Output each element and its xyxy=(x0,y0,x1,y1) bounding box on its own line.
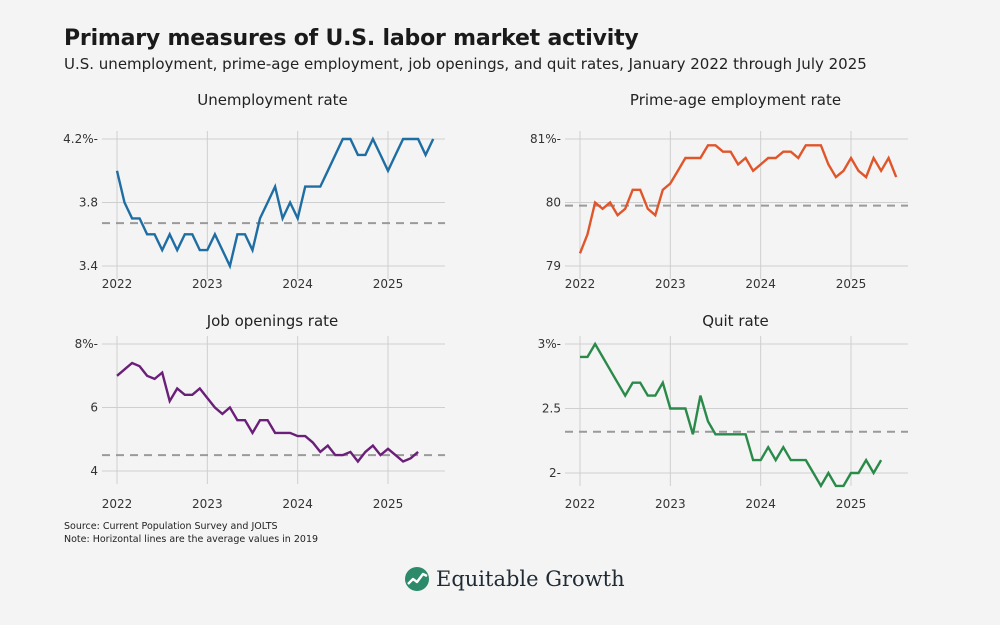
x-tick-label: 2023 xyxy=(655,497,686,511)
x-tick-label: 2022 xyxy=(102,497,133,511)
x-tick-label: 2024 xyxy=(282,497,313,511)
equitable-growth-logo: Equitable Growth xyxy=(404,566,625,592)
y-tick-label: 3.8 xyxy=(79,196,98,210)
chart-subtitle: U.S. unemployment, prime-age employment,… xyxy=(64,55,867,73)
panel-unemployment: Unemployment rate 2022 2023 2024 2025 3.4 3.8 4… xyxy=(63,91,445,291)
panel-quit-rate: Quit rate 2022 2023 2024 2025 2- 2.5 3%- xyxy=(538,312,908,511)
y-tick-label: 2.5 xyxy=(542,402,561,416)
y-tick-label: 4.2%- xyxy=(63,132,98,146)
series-line xyxy=(115,136,435,270)
x-tick-label: 2024 xyxy=(282,277,313,291)
x-tick-label: 2023 xyxy=(192,497,223,511)
reference-line-note: Note: Horizontal lines are the average v… xyxy=(64,534,319,545)
x-tick-label: 2025 xyxy=(836,277,867,291)
panel-prime-age-employment: Prime-age employment rate 2022 2023 2024 202… xyxy=(530,91,908,291)
panel-title: Job openings rate xyxy=(206,312,339,330)
y-tick-label: 6 xyxy=(90,401,98,415)
series-line xyxy=(578,144,898,254)
y-tick-label: 4 xyxy=(90,464,98,478)
series-line xyxy=(580,341,883,489)
x-tick-label: 2024 xyxy=(745,277,776,291)
x-tick-label: 2022 xyxy=(565,497,596,511)
y-tick-label: 3%- xyxy=(538,337,561,351)
y-tick-label: 80 xyxy=(546,196,561,210)
y-tick-label: 2- xyxy=(549,466,561,480)
equitable-growth-logo-text: Equitable Growth xyxy=(436,567,625,591)
x-tick-label: 2025 xyxy=(836,497,867,511)
source-note: Source: Current Population Survey and JO… xyxy=(64,521,278,532)
x-tick-label: 2025 xyxy=(373,277,404,291)
x-tick-label: 2022 xyxy=(102,277,133,291)
equitable-growth-logo-icon xyxy=(405,567,429,591)
x-tick-label: 2025 xyxy=(373,497,404,511)
panel-title: Prime-age employment rate xyxy=(630,91,841,109)
y-tick-label: 3.4 xyxy=(79,259,98,273)
x-tick-label: 2022 xyxy=(565,277,596,291)
y-tick-label: 8%- xyxy=(75,337,98,351)
x-tick-label: 2023 xyxy=(192,277,223,291)
panel-title: Quit rate xyxy=(702,312,769,330)
y-tick-label: 81%- xyxy=(530,132,561,146)
x-tick-label: 2023 xyxy=(655,277,686,291)
panel-title: Unemployment rate xyxy=(197,91,348,109)
chart-title: Primary measures of U.S. labor market ac… xyxy=(64,26,639,51)
y-tick-label: 79 xyxy=(546,259,561,273)
x-tick-label: 2024 xyxy=(745,497,776,511)
series-line xyxy=(116,361,419,464)
panel-job-openings: Job openings rate 2022 2023 2024 2025 4 6 8%- xyxy=(75,312,445,511)
